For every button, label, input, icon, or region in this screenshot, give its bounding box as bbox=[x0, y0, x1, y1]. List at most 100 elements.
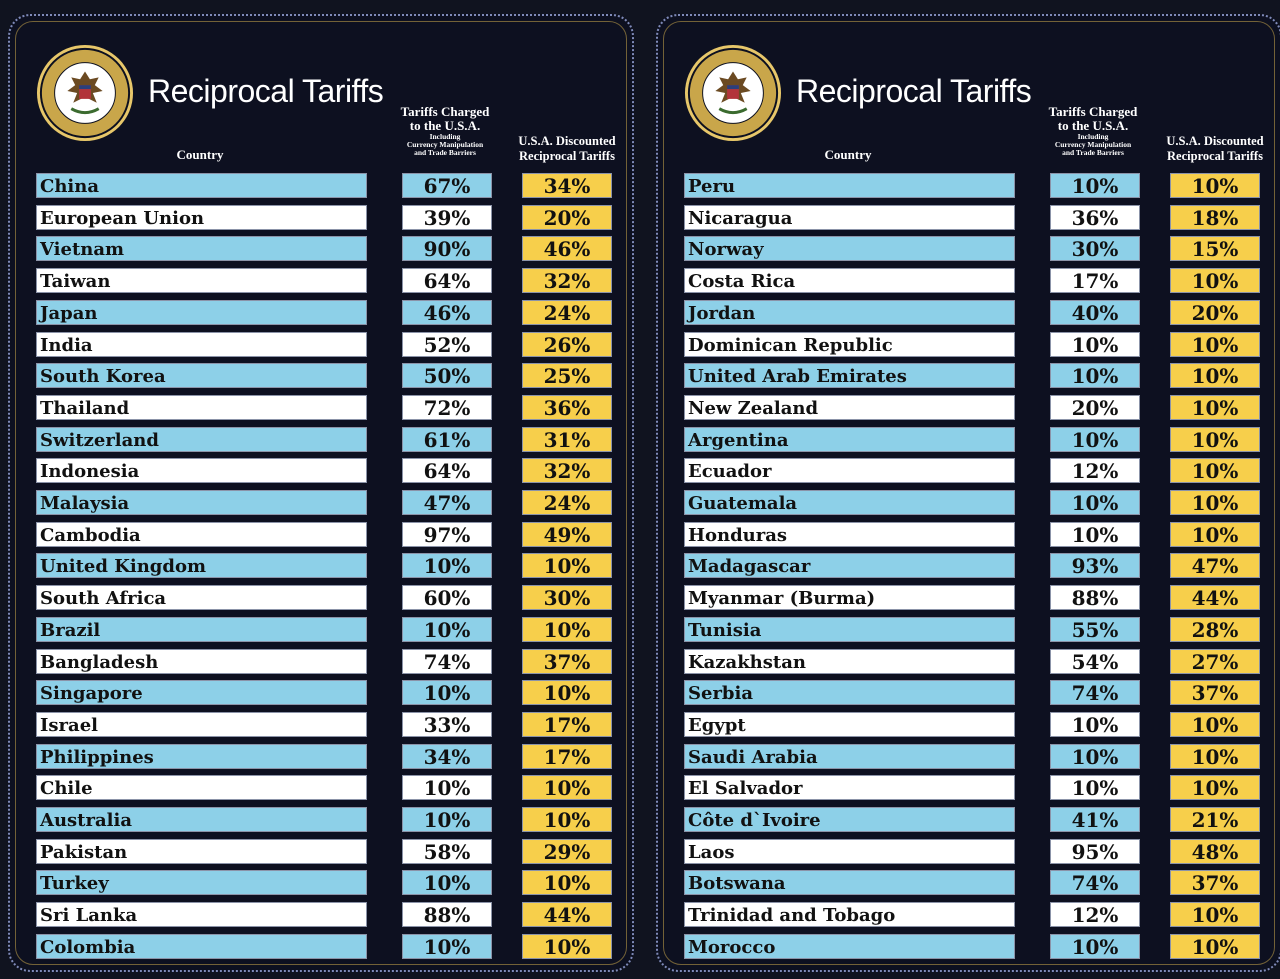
discounted-tariff-cell: 10% bbox=[1170, 394, 1260, 420]
tariffs-charged-cell: 10% bbox=[402, 870, 492, 896]
country-cell: Costa Rica bbox=[684, 268, 1015, 294]
discounted-tariff-cell: 37% bbox=[1170, 870, 1260, 896]
discounted-tariff-cell: 10% bbox=[1170, 743, 1260, 769]
tariffs-charged-cell: 30% bbox=[1050, 236, 1140, 262]
discounted-tariff-cell: 20% bbox=[1170, 299, 1260, 325]
table-row: Tunisia 55% 28% bbox=[658, 616, 1280, 644]
country-cell: Israel bbox=[36, 711, 367, 737]
discounted-tariff-cell: 10% bbox=[522, 553, 612, 579]
table-row: Australia 10% 10% bbox=[10, 807, 632, 834]
discounted-tariff-cell: 10% bbox=[522, 807, 612, 832]
table-row: Botswana 74% 37% bbox=[658, 870, 1280, 897]
country-cell: Bangladesh bbox=[36, 648, 367, 674]
discounted-tariff-cell: 10% bbox=[1170, 775, 1260, 801]
table-row: Argentina 10% 10% bbox=[658, 426, 1280, 454]
tariffs-charged-cell: 10% bbox=[1050, 173, 1140, 198]
discounted-tariff-cell: 10% bbox=[1170, 902, 1260, 928]
table-row: United Arab Emirates 10% 10% bbox=[658, 363, 1280, 390]
country-cell: Singapore bbox=[36, 680, 367, 706]
header-note: Currency Manipulation bbox=[1054, 140, 1132, 149]
page-title: Reciprocal Tariffs bbox=[148, 73, 384, 109]
tariffs-charged-cell: 40% bbox=[1050, 299, 1140, 325]
table-row: Honduras 10% 10% bbox=[658, 521, 1280, 549]
tariffs-charged-cell: 36% bbox=[1050, 204, 1140, 230]
tariffs-charged-cell: 88% bbox=[1050, 585, 1140, 611]
header-note: Including bbox=[1077, 132, 1109, 141]
tariffs-charged-cell: 10% bbox=[1050, 331, 1140, 357]
tariffs-charged-cell: 10% bbox=[1050, 743, 1140, 769]
tariffs-charged-cell: 17% bbox=[1050, 268, 1140, 294]
table-row: Turkey 10% 10% bbox=[10, 870, 632, 897]
discounted-tariff-cell: 28% bbox=[1170, 616, 1260, 642]
country-cell: Norway bbox=[684, 236, 1015, 262]
country-cell: India bbox=[36, 331, 367, 357]
discounted-tariff-cell: 10% bbox=[522, 616, 612, 642]
country-cell: Argentina bbox=[684, 426, 1015, 452]
tariffs-charged-cell: 54% bbox=[1050, 648, 1140, 674]
discounted-tariff-cell: 34% bbox=[522, 173, 612, 198]
column-header-country: Country bbox=[824, 147, 872, 162]
discounted-tariff-cell: 36% bbox=[522, 394, 612, 420]
tariffs-charged-cell: 74% bbox=[1050, 680, 1140, 706]
tariffs-charged-cell: 64% bbox=[402, 268, 492, 294]
discounted-tariff-cell: 10% bbox=[522, 870, 612, 896]
table-row: Taiwan 64% 32% bbox=[10, 268, 632, 295]
presidential-seal-icon bbox=[684, 44, 782, 142]
table-row: Colombia 10% 10% bbox=[10, 933, 632, 961]
table-row: Pakistan 58% 29% bbox=[10, 838, 632, 866]
table-row: Morocco 10% 10% bbox=[658, 933, 1280, 961]
tariffs-charged-cell: 50% bbox=[402, 363, 492, 389]
country-cell: Nicaragua bbox=[684, 204, 1015, 230]
header-line: U.S.A. Discounted bbox=[1166, 134, 1264, 148]
country-cell: United Kingdom bbox=[36, 553, 367, 579]
table-row: Guatemala 10% 10% bbox=[658, 490, 1280, 517]
discounted-tariff-cell: 20% bbox=[522, 204, 612, 230]
table-row: Chile 10% 10% bbox=[10, 775, 632, 802]
table-row: Malaysia 47% 24% bbox=[10, 490, 632, 517]
country-cell: China bbox=[36, 173, 367, 198]
header-note: and Trade Barriers bbox=[414, 148, 476, 157]
table-row: Côte d`Ivoire 41% 21% bbox=[658, 807, 1280, 834]
header-line: to the U.S.A. bbox=[1057, 118, 1129, 133]
page-title: Reciprocal Tariffs bbox=[796, 73, 1032, 109]
country-cell: Madagascar bbox=[684, 553, 1015, 579]
discounted-tariff-cell: 32% bbox=[522, 268, 612, 294]
country-cell: Jordan bbox=[684, 299, 1015, 325]
country-cell: European Union bbox=[36, 204, 367, 230]
country-cell: Saudi Arabia bbox=[684, 743, 1015, 769]
country-cell: El Salvador bbox=[684, 775, 1015, 801]
column-header-tariffs-charged: Tariffs Charged to the U.S.A. Including … bbox=[390, 105, 500, 157]
tariffs-charged-cell: 10% bbox=[1050, 775, 1140, 801]
discounted-tariff-cell: 21% bbox=[1170, 807, 1260, 832]
table-row: New Zealand 20% 10% bbox=[658, 394, 1280, 422]
table-row: Dominican Republic 10% 10% bbox=[658, 331, 1280, 359]
country-cell: Australia bbox=[36, 807, 367, 832]
table-row: Nicaragua 36% 18% bbox=[658, 204, 1280, 232]
country-cell: Morocco bbox=[684, 933, 1015, 959]
table-row: Sri Lanka 88% 44% bbox=[10, 902, 632, 929]
header-line: Reciprocal Tariffs bbox=[1167, 149, 1263, 163]
tariffs-charged-cell: 10% bbox=[402, 553, 492, 579]
tariffs-charged-cell: 10% bbox=[1050, 363, 1140, 389]
discounted-tariff-cell: 10% bbox=[1170, 268, 1260, 294]
discounted-tariff-cell: 10% bbox=[1170, 173, 1260, 198]
country-cell: Guatemala bbox=[684, 490, 1015, 515]
discounted-tariff-cell: 44% bbox=[522, 902, 612, 928]
discounted-tariff-cell: 10% bbox=[522, 680, 612, 706]
discounted-tariff-cell: 44% bbox=[1170, 585, 1260, 611]
tariffs-charged-cell: 52% bbox=[402, 331, 492, 357]
discounted-tariff-cell: 24% bbox=[522, 490, 612, 515]
country-cell: Philippines bbox=[36, 743, 367, 769]
presidential-seal-icon bbox=[36, 44, 134, 142]
country-cell: Taiwan bbox=[36, 268, 367, 294]
country-cell: Japan bbox=[36, 299, 367, 325]
table-row: South Korea 50% 25% bbox=[10, 363, 632, 390]
tariffs-charged-cell: 95% bbox=[1050, 838, 1140, 864]
country-cell: Botswana bbox=[684, 870, 1015, 896]
discounted-tariff-cell: 17% bbox=[522, 743, 612, 769]
discounted-tariff-cell: 29% bbox=[522, 838, 612, 864]
header-line: Tariffs Charged bbox=[400, 104, 490, 119]
table-row: Norway 30% 15% bbox=[658, 236, 1280, 263]
country-cell: Egypt bbox=[684, 711, 1015, 737]
discounted-tariff-cell: 47% bbox=[1170, 553, 1260, 579]
